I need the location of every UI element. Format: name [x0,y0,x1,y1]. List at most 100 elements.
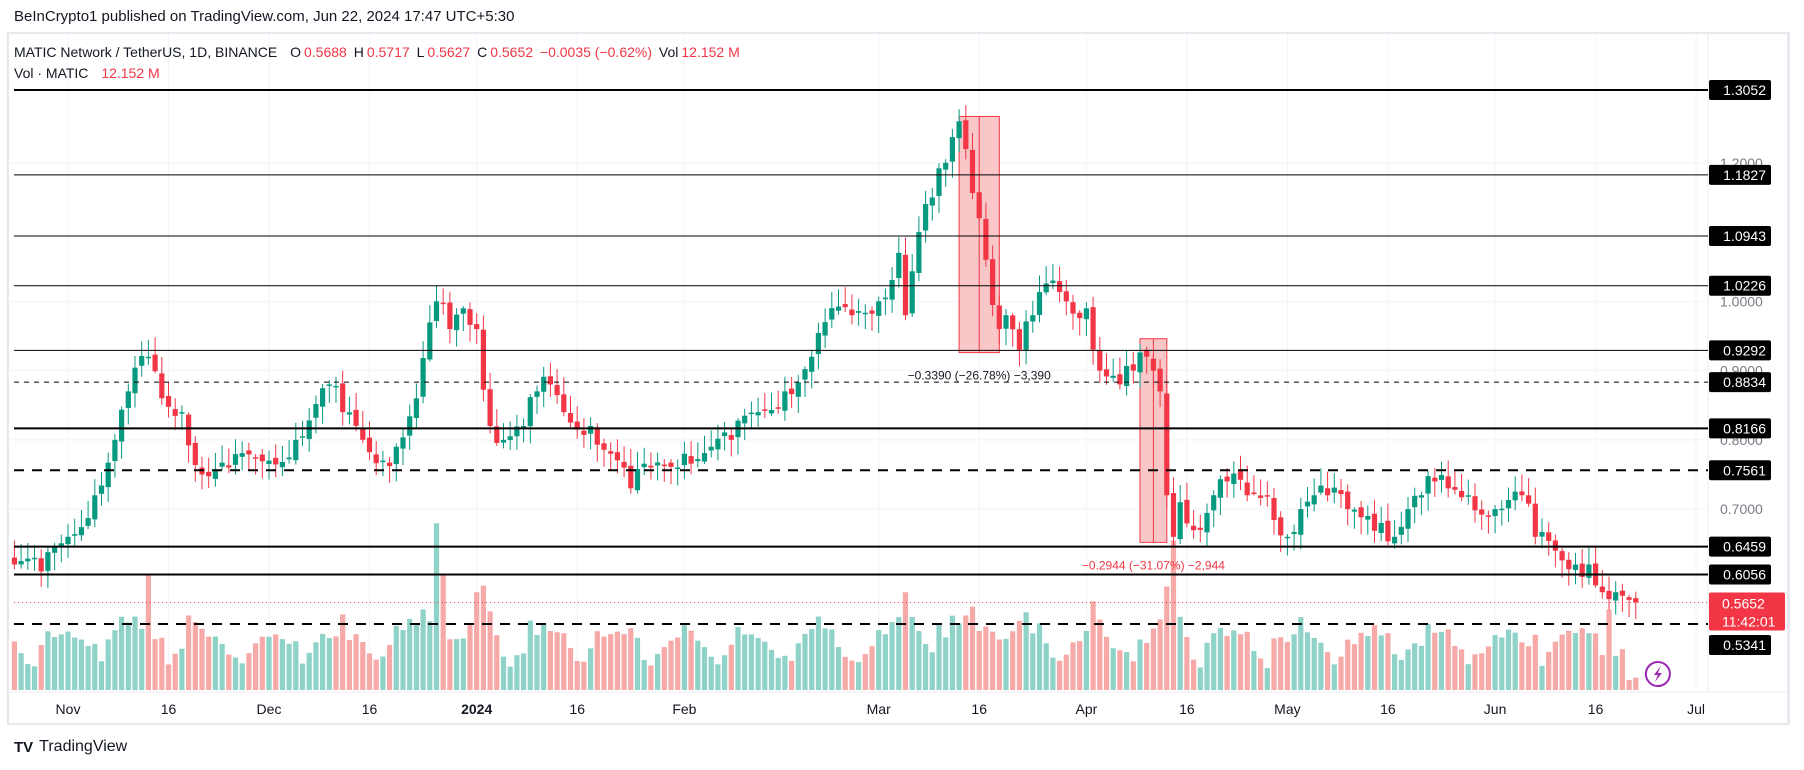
candle-body [1318,485,1324,493]
volume-bar [259,636,265,690]
volume-bar [862,654,868,690]
candle-body [634,469,641,491]
candle-body [226,465,232,468]
level-price-badge [1709,164,1771,185]
candle-body [447,302,453,330]
candle-body [1137,352,1143,373]
candle-body [1586,564,1592,578]
volume-bar [393,625,399,690]
volume-series-label[interactable]: Vol · MATIC [14,65,89,81]
volume-bar [11,641,17,690]
volume-bar [675,637,681,690]
candle-body [695,459,701,462]
candle-body [949,137,955,162]
volume-bar [1358,632,1364,690]
volume-bar [1137,639,1143,690]
volume-bar [293,641,299,690]
candle-body [18,561,24,565]
level-price-label: 1.1827 [1723,167,1766,183]
volume-bar [547,631,553,690]
volume-bar [1485,646,1491,690]
volume-bar [1378,635,1384,690]
candle-body [996,305,1002,330]
level-price-badge [1709,275,1771,296]
level-price-badge [1709,564,1771,585]
candle-body [326,384,332,386]
volume-bar [1237,634,1244,690]
candle-body [748,412,754,415]
candle-body [78,527,84,536]
candle-body [1459,490,1465,498]
volume-bar [1579,628,1585,690]
level-price-label: 0.6056 [1723,566,1766,582]
volume-bar [494,635,500,690]
candle-body [983,218,989,260]
candle-body [1392,536,1398,544]
candle-body [125,391,131,408]
volume-bar [125,622,131,690]
volume-bar [541,624,547,690]
tradingview-logo-icon: TV [14,738,34,756]
symbol-title[interactable]: MATIC Network / TetherUS, 1D, BINANCE [14,44,278,60]
candle-body [969,149,976,194]
volume-bar [1177,616,1183,690]
candle-body [876,301,882,316]
candle-body [1144,350,1150,357]
volume-bar [1499,637,1505,690]
candle-body [936,168,942,197]
volume-bar [380,656,386,690]
candle-body [1519,491,1525,496]
volume-bar [581,661,587,690]
volume-bar [601,636,607,690]
volume-bar [567,647,574,690]
volume-bar [333,636,339,690]
candle-body [675,467,681,470]
candle-body [835,306,842,311]
volume-bar [1418,645,1424,690]
candle-body [246,450,252,455]
volume-bar [1130,661,1136,690]
candle-body [387,462,393,467]
time-axis-tick: 2024 [461,701,492,717]
candle-body [1378,522,1384,534]
volume-bar [1097,619,1103,690]
volume-bar [809,629,815,690]
volume-bar [226,654,232,690]
candle-body [1526,495,1532,504]
volume-bar [561,633,567,690]
candle-body [923,204,929,231]
volume-bar [1325,652,1331,690]
candle-body [1505,499,1512,509]
level-price-label: 0.5341 [1723,637,1766,653]
volume-bar [762,641,768,690]
time-axis-tick: 16 [1179,701,1195,717]
volume-bar [521,653,527,690]
candle-body [1532,503,1538,537]
low-value: 0.5627 [427,44,471,60]
candle-body [192,442,198,465]
candle-body [45,552,51,571]
volume-bar [956,623,962,690]
volume-bar [1050,657,1056,690]
candle-body [52,547,58,553]
volume-bar [1083,631,1089,690]
volume-bar [1398,659,1404,690]
footer-brand[interactable]: TV TradingView [14,738,127,756]
volume-bar [172,653,178,690]
candle-body [286,457,292,460]
volume-bar [1572,632,1579,690]
candle-body [1371,513,1378,531]
volume-bar [366,653,373,690]
candle-body [1304,501,1311,507]
candle-body [1479,509,1485,515]
volume-bar [1211,633,1217,690]
candle-body [782,391,788,411]
candle-body [454,314,460,331]
candle-body [1633,598,1639,603]
candle-body [1325,488,1331,496]
candle-body [232,454,239,465]
candle-body [1465,495,1471,497]
candle-body [608,451,614,454]
volume-bar [1385,633,1391,690]
